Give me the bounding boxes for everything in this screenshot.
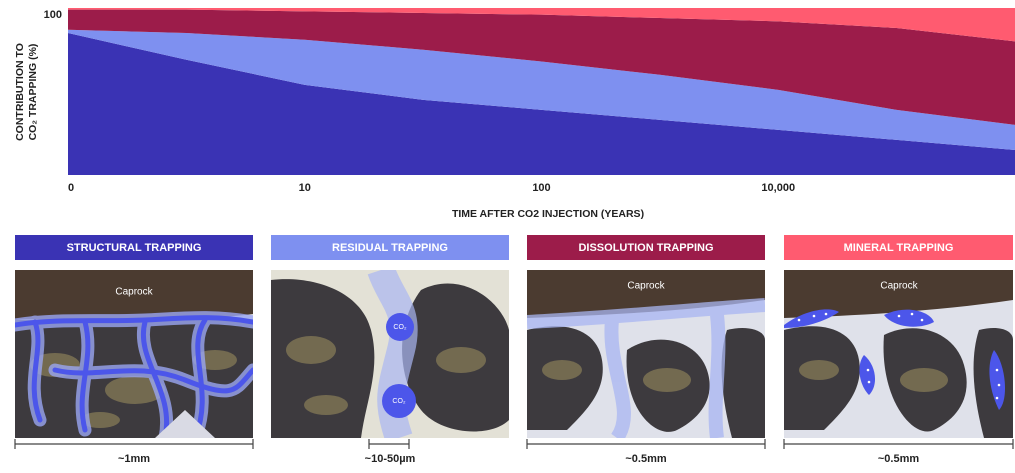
panel-title: RESIDUAL TRAPPING bbox=[332, 242, 448, 254]
scale-label: ~10-50µm bbox=[365, 453, 416, 465]
panel-header bbox=[15, 235, 253, 260]
x-tick-label: 0 bbox=[68, 182, 74, 194]
panel-header bbox=[784, 235, 1013, 260]
panel-title: STRUCTURAL TRAPPING bbox=[67, 242, 202, 254]
dissolution-illustration: Caprock bbox=[527, 270, 765, 438]
y-tick-label: 100 bbox=[44, 9, 62, 21]
area-chart: 100 0 10 100 10,000 bbox=[44, 8, 1015, 194]
area-series bbox=[68, 29, 1015, 150]
x-axis-title: TIME AFTER CO2 INJECTION (YEARS) bbox=[452, 208, 644, 220]
area-series bbox=[68, 9, 1015, 125]
scale-label: ~1mm bbox=[118, 453, 150, 465]
panel-caption: Caprock bbox=[627, 281, 665, 292]
residual-illustration: CO₂ CO₂ bbox=[271, 270, 509, 438]
structural-illustration: Caprock bbox=[15, 270, 253, 438]
co2-label: CO₂ bbox=[393, 324, 407, 331]
y-axis-title: CO₂ TRAPPING (%) bbox=[27, 44, 39, 141]
panel-title: MINERAL TRAPPING bbox=[844, 242, 954, 254]
panel-caption: Caprock bbox=[880, 281, 918, 292]
scale-label: ~0.5mm bbox=[625, 453, 666, 465]
y-axis-title: CONTRIBUTION TO bbox=[14, 43, 26, 141]
mineral-illustration: Caprock bbox=[784, 270, 1013, 438]
panel-header bbox=[527, 235, 765, 260]
x-tick-label: 100 bbox=[532, 182, 550, 194]
x-tick-label: 10 bbox=[299, 182, 311, 194]
scale-label: ~0.5mm bbox=[878, 453, 919, 465]
area-series bbox=[68, 8, 1015, 42]
area-series bbox=[68, 33, 1015, 175]
panel-caption: Caprock bbox=[115, 287, 153, 298]
x-tick-label: 10,000 bbox=[761, 182, 795, 194]
co2-label: CO₂ bbox=[392, 398, 406, 405]
panel-header bbox=[271, 235, 509, 260]
panel-title: DISSOLUTION TRAPPING bbox=[578, 242, 713, 254]
